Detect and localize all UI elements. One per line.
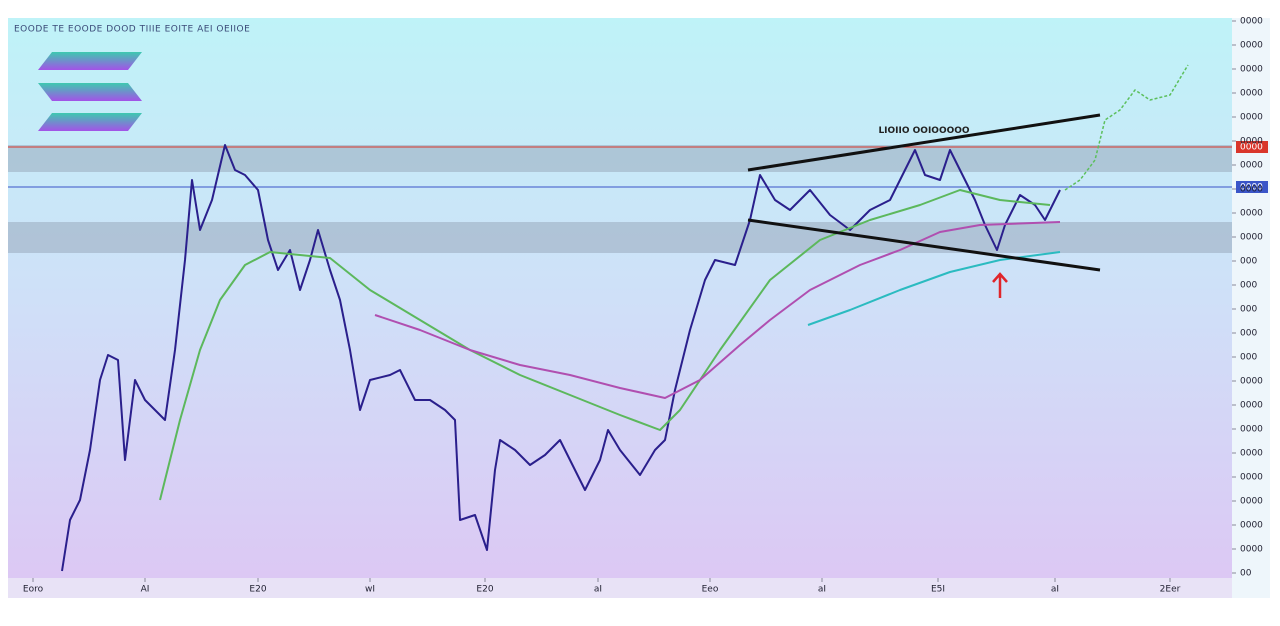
y-tick-label: 000: [1240, 281, 1257, 291]
y-tick-label: 0000: [1240, 65, 1263, 75]
x-tick-label: Eeo: [702, 585, 719, 595]
logo-bar: [38, 113, 142, 131]
y-tick-label: 0000: [1240, 449, 1263, 459]
y-tick-label: 0000: [1240, 233, 1263, 243]
arrow: [992, 272, 1008, 298]
x-tick-label: Eoro: [23, 585, 44, 595]
y-tick-label: 0000: [1240, 521, 1263, 531]
price-series: [1064, 64, 1189, 191]
x-tick-label: E20: [476, 585, 493, 595]
x-axis-strip: [8, 578, 1232, 598]
price-tag-label: 0000: [1240, 183, 1263, 193]
y-tick-label: 000: [1240, 353, 1257, 363]
y-tick-label: 0000: [1240, 377, 1263, 387]
zone: [8, 145, 1232, 172]
logo-bar: [38, 83, 142, 101]
price-tag: [1236, 181, 1268, 193]
y-tick-label: 0000: [1240, 41, 1263, 51]
y-tick-label: 0000: [1240, 161, 1263, 171]
zone: [8, 222, 1232, 253]
price-tag-label: 0000: [1240, 143, 1263, 153]
y-tick-label: 00: [1240, 569, 1252, 579]
y-tick-label: 0000: [1240, 401, 1263, 411]
y-tick-label: 0000: [1240, 545, 1263, 555]
plot-area: [8, 18, 1232, 578]
x-tick-label: aI: [1051, 585, 1059, 595]
y-tick-label: 000: [1240, 329, 1257, 339]
y-axis-strip: [1232, 18, 1270, 598]
trendline: [747, 113, 1101, 172]
logo: [38, 52, 142, 131]
price-tag: [1236, 141, 1268, 153]
price-series: [374, 221, 1061, 399]
x-tick-label: E5I: [931, 585, 945, 595]
y-tick-label: 0000: [1240, 113, 1263, 123]
y-tick-label: 000: [1240, 305, 1257, 315]
price-series: [61, 144, 1061, 572]
x-tick-label: aI: [594, 585, 602, 595]
logo-bar: [38, 52, 142, 70]
y-tick-label: 000: [1240, 257, 1257, 267]
x-tick-label: aI: [818, 585, 826, 595]
x-tick-label: AI: [141, 585, 150, 595]
x-tick-label: wI: [365, 585, 375, 595]
chart-title: EOODE TE EOODE DOOD TIIIE EOITE AEI OEII…: [14, 25, 250, 35]
y-tick-label: 0000: [1240, 89, 1263, 99]
y-tick-label: 0000: [1240, 209, 1263, 219]
y-tick-label: 0000: [1240, 137, 1263, 147]
trendline: [747, 218, 1101, 272]
y-tick-label: 0000: [1240, 425, 1263, 435]
x-tick-label: 2Eer: [1160, 585, 1181, 595]
x-tick-label: E20: [249, 585, 266, 595]
price-series: [159, 189, 1051, 501]
annotation: LIOIIO OOIOOOOO: [878, 126, 969, 136]
y-tick-label: 0000: [1240, 473, 1263, 483]
y-tick-label: 0000: [1240, 185, 1263, 195]
y-tick-label: 0000: [1240, 17, 1263, 27]
y-tick-label: 0000: [1240, 497, 1263, 507]
